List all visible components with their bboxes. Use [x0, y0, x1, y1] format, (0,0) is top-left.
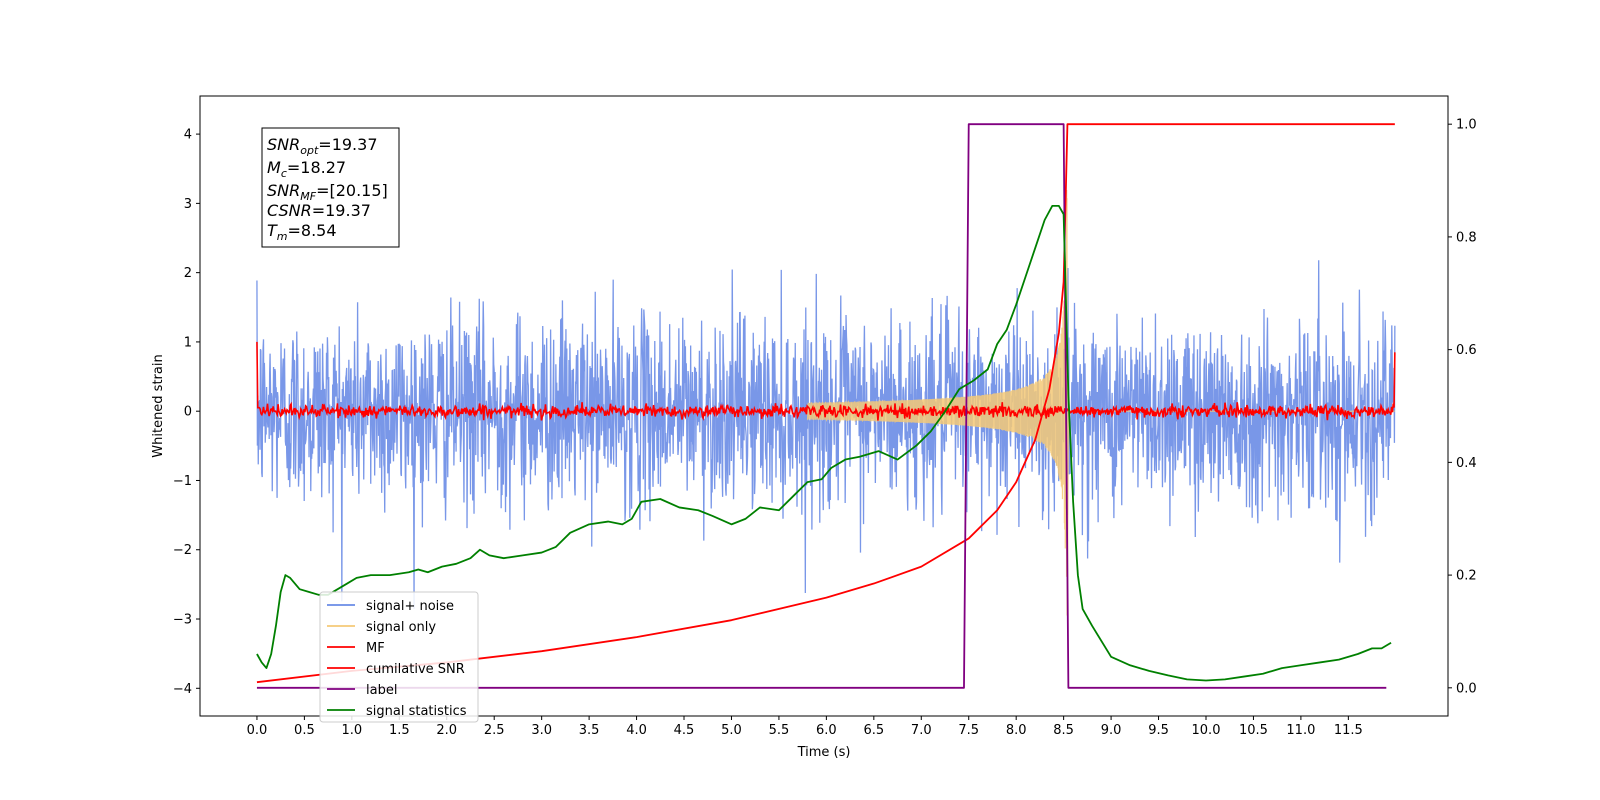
x-tick-label: 11.0: [1286, 723, 1315, 738]
y-left-tick-label: 0: [184, 405, 192, 420]
x-tick-label: 8.5: [1053, 723, 1074, 738]
legend-entry-label: label: [327, 683, 397, 698]
y-left-tick-label: 3: [184, 197, 192, 212]
legend-entry-signal-statistics: signal statistics: [327, 704, 467, 719]
x-tick-label: 8.0: [1006, 723, 1027, 738]
x-tick-label: 7.0: [911, 723, 932, 738]
x-tick-label: 2.0: [436, 723, 457, 738]
x-tick-label: 3.0: [531, 723, 552, 738]
annotation-frame: [261, 127, 400, 248]
legend-frame: [319, 591, 479, 723]
series-signal-noise-line: [256, 260, 1396, 609]
x-tick-label: 6.0: [816, 723, 837, 738]
legend-label: signal+ noise: [366, 599, 454, 614]
x-tick-label: 7.5: [958, 723, 979, 738]
x-tick-label: 3.5: [579, 723, 600, 738]
legend-entry-cumulative-snr: cumilative SNR: [327, 662, 465, 677]
legend-entry-mf: MF: [327, 641, 385, 656]
x-tick-label: 6.5: [863, 723, 884, 738]
x-tick-label: 0.0: [247, 723, 268, 738]
y-left-tick-label: 4: [184, 128, 192, 143]
y-right-tick-label: 1.0: [1456, 118, 1477, 133]
x-tick-label: 11.5: [1334, 723, 1363, 738]
annotation-tm: Tm=8.54: [267, 221, 337, 243]
x-tick-label: 5.0: [721, 723, 742, 738]
y-right-tick-label: 0.0: [1456, 681, 1477, 696]
x-tick-label: 10.0: [1192, 723, 1221, 738]
y-left-tick-label: −3: [173, 613, 192, 628]
x-tick-label: 9.5: [1148, 723, 1169, 738]
annotation-csnr: CSNR=19.37: [267, 201, 371, 220]
series-signal-statistics-line: [256, 205, 1392, 682]
annotation-box: SNRopt=19.37 Mc=18.27 SNRMF=[20.15] CSNR…: [261, 127, 400, 248]
y-right-tick-label: 0.2: [1456, 569, 1477, 584]
legend-label: MF: [366, 641, 385, 656]
ticks-layer: 0.0 0.5 1.0 1.5 2.0 2.5 3.0 3.5 4.0 4.5 5.0 5.5 6.0 6…: [173, 118, 1477, 738]
legend-entry-signal-noise: signal+ noise: [327, 599, 454, 614]
y-left-tick-label: 2: [184, 266, 192, 281]
x-axis-label: Time (s): [797, 745, 851, 760]
annotation-mc: Mc=18.27: [267, 158, 346, 180]
x-tick-label: 1.5: [389, 723, 410, 738]
y-right-tick-label: 0.4: [1456, 456, 1477, 471]
y-right-tick-label: 0.8: [1456, 230, 1477, 245]
legend: signal+ noise signal only MF cumilative …: [319, 591, 479, 723]
x-tick-label: 10.5: [1239, 723, 1268, 738]
y-axis-label: Whitened strain: [151, 354, 166, 457]
x-tick-label: 2.5: [484, 723, 505, 738]
series-cumulative-snr-line: [256, 123, 1395, 684]
x-tick-label: 1.0: [342, 723, 363, 738]
y-right-tick-label: 0.6: [1456, 343, 1477, 358]
y-left-tick-label: 1: [184, 335, 192, 350]
y-left-tick-label: −2: [173, 543, 192, 558]
y-left-tick-label: −4: [173, 682, 192, 697]
series-mf-line: [256, 341, 1396, 422]
x-tick-label: 4.5: [674, 723, 695, 738]
legend-label: signal statistics: [366, 704, 467, 719]
y-left-tick-label: −1: [173, 474, 192, 489]
series-label-line: [256, 123, 1387, 689]
x-tick-label: 5.5: [769, 723, 790, 738]
annotation-snr-mf: SNRMF=[20.15]: [267, 181, 388, 203]
x-tick-label: 0.5: [294, 723, 315, 738]
annotation-snr-opt: SNRopt=19.37: [267, 135, 378, 157]
legend-label: signal only: [366, 620, 436, 635]
legend-label: label: [366, 683, 397, 698]
series-signal-only-line: [806, 190, 1395, 616]
x-tick-label: 9.0: [1101, 723, 1122, 738]
plot-frame: [199, 95, 1449, 717]
legend-entry-signal-only: signal only: [327, 620, 436, 635]
x-tick-label: 4.0: [626, 723, 647, 738]
series-layer: [256, 123, 1396, 689]
legend-label: cumilative SNR: [366, 662, 465, 677]
